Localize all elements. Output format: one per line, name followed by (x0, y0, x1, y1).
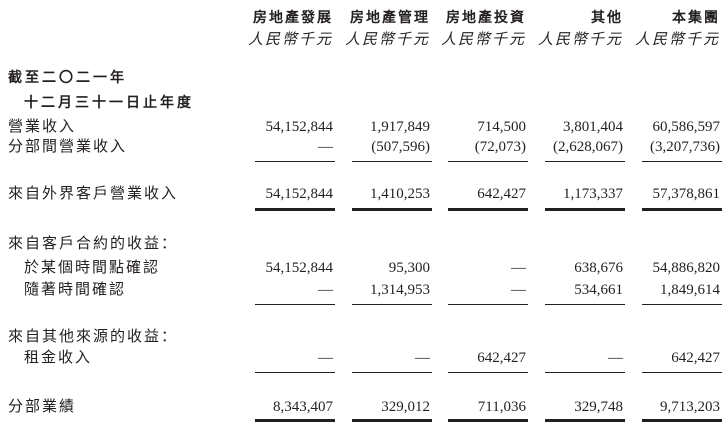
row-value: 8,343,407 (273, 399, 333, 415)
double-underline (448, 208, 528, 211)
column-header: 房地產管理 (350, 10, 430, 26)
row-value: 1,410,253 (370, 186, 430, 202)
row-value: 714,500 (477, 119, 526, 135)
row-value: — (511, 282, 526, 298)
underline (448, 161, 528, 162)
row-value: (507,596) (371, 139, 430, 155)
underline (352, 161, 432, 162)
row-value: 638,676 (574, 260, 623, 276)
row-value: — (318, 350, 333, 366)
row-value: 329,748 (574, 399, 623, 415)
row-value: — (318, 139, 333, 155)
column-unit: 人民幣千元 (344, 32, 430, 48)
column-header: 房地產投資 (446, 10, 526, 26)
row-label: 分部業績 (8, 399, 77, 415)
column-unit: 人民幣千元 (537, 32, 623, 48)
row-value: 642,427 (671, 350, 720, 366)
row-value: 95,300 (388, 260, 430, 276)
row-value: — (608, 350, 623, 366)
column-unit: 人民幣千元 (634, 32, 720, 48)
double-underline (255, 419, 335, 422)
row-value: 642,427 (477, 186, 526, 202)
row-value: 1,314,953 (370, 282, 430, 298)
row-value: 1,917,849 (370, 119, 430, 135)
column-headers: 房地產發展 房地產管理 房地產投資 其他 本集團 (0, 8, 726, 28)
table-row-segment-results: 分部業績 8,343,407 329,012 711,036 329,748 9,713,… (0, 397, 726, 417)
row-value: 54,152,844 (265, 186, 334, 202)
underline (642, 304, 722, 305)
period-heading: 截至二〇二一年 (0, 68, 726, 88)
row-value: (2,628,067) (553, 139, 623, 155)
underline (545, 161, 625, 162)
column-units: 人民幣千元 人民幣千元 人民幣千元 人民幣千元 人民幣千元 (0, 30, 726, 50)
underline (642, 161, 722, 162)
column-header: 房地產發展 (253, 10, 333, 26)
row-value: 3,801,404 (563, 119, 623, 135)
row-label: 租金收入 (24, 350, 93, 366)
table-row-other-heading: 來自其他來源的收益： (0, 327, 726, 347)
row-value: 60,586,597 (652, 119, 721, 135)
double-underline (255, 208, 335, 211)
double-underline (545, 208, 625, 211)
double-underline (352, 419, 432, 422)
underline (352, 304, 432, 305)
row-value: — (318, 282, 333, 298)
table-row-contracts-heading: 來自客戶合約的收益： (0, 234, 726, 254)
period-line2: 十二月三十一日止年度 (24, 95, 194, 111)
double-underline (448, 419, 528, 422)
period-heading-2: 十二月三十一日止年度 (0, 93, 726, 113)
row-value: 642,427 (477, 350, 526, 366)
row-label: 分部間營業收入 (8, 139, 128, 155)
double-underline (545, 419, 625, 422)
underline (545, 304, 625, 305)
column-unit: 人民幣千元 (440, 32, 526, 48)
row-label: 來自客戶合約的收益： (8, 236, 179, 252)
row-value: 54,152,844 (265, 260, 334, 276)
underline (545, 372, 625, 373)
table-row-point-in-time: 於某個時間點確認 54,152,844 95,300 — 638,676 54,886,8… (0, 258, 726, 278)
double-underline (642, 419, 722, 422)
row-value: (3,207,736) (650, 139, 720, 155)
underline (642, 372, 722, 373)
column-header: 本集團 (672, 10, 720, 26)
double-underline (642, 208, 722, 211)
column-unit: 人民幣千元 (247, 32, 333, 48)
column-header: 其他 (591, 10, 623, 26)
row-value: 329,012 (381, 399, 430, 415)
row-value: (72,073) (474, 139, 526, 155)
double-underline (352, 208, 432, 211)
row-value: 54,152,844 (265, 119, 334, 135)
row-label: 營業收入 (8, 119, 77, 135)
table-row-inter-segment: 分部間營業收入 — (507,596) (72,073) (2,628,067) (3,2… (0, 137, 726, 157)
row-value: 9,713,203 (660, 399, 720, 415)
underline (255, 304, 335, 305)
row-value: — (415, 350, 430, 366)
underline (255, 161, 335, 162)
table-row-over-time: 隨著時間確認 — 1,314,953 — 534,661 1,849,614 (0, 280, 726, 300)
row-label: 隨著時間確認 (24, 282, 127, 298)
table-row-external: 來自外界客戶營業收入 54,152,844 1,410,253 642,427 1,17… (0, 184, 726, 204)
row-value: 534,661 (574, 282, 623, 298)
underline (352, 372, 432, 373)
underline (448, 304, 528, 305)
period-line1: 截至二〇二一年 (8, 70, 127, 86)
row-label: 於某個時間點確認 (24, 260, 161, 276)
table-row-revenue: 營業收入 54,152,844 1,917,849 714,500 3,801,404 6… (0, 117, 726, 137)
row-value: 1,173,337 (563, 186, 623, 202)
underline (448, 372, 528, 373)
row-value: 1,849,614 (660, 282, 720, 298)
underline (255, 372, 335, 373)
row-value: 54,886,820 (652, 260, 721, 276)
row-value: 711,036 (477, 399, 526, 415)
row-label: 來自外界客戶營業收入 (8, 186, 179, 202)
row-value: 57,378,861 (652, 186, 721, 202)
row-label: 來自其他來源的收益： (8, 329, 179, 345)
row-value: — (511, 260, 526, 276)
table-row-rental: 租金收入 — — 642,427 — 642,427 (0, 348, 726, 368)
